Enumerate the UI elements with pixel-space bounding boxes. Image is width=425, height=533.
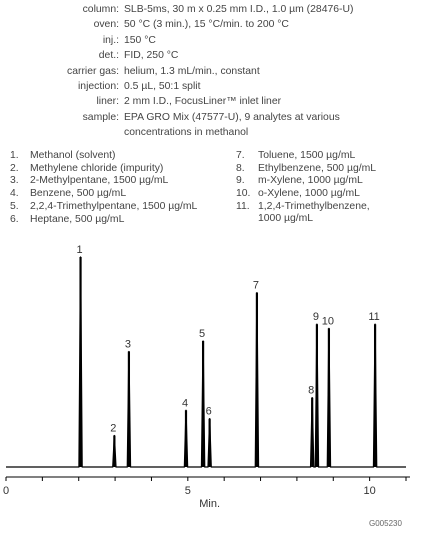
analyte-name: 1,2,4-Trimethylbenzene, 1000 µg/mL [258, 201, 370, 225]
condition-value: 2 mm I.D., FocusLiner™ inlet liner [124, 96, 282, 108]
condition-value: FID, 250 °C [124, 50, 179, 62]
analyte-name-line: Methylene chloride (impurity) [30, 162, 164, 174]
analyte-item: 5. 2,2,4-Trimethylpentane, 1500 µg/mL [10, 201, 197, 213]
condition-label: sample: [82, 111, 119, 123]
condition-label: liner: [96, 96, 119, 108]
analyte-name: 2,2,4-Trimethylpentane, 1500 µg/mL [30, 201, 197, 213]
condition-label: injection: [77, 81, 119, 92]
peak-label: 8 [308, 385, 314, 397]
analyte-item: 7. Toluene, 1500 µg/mL [236, 150, 355, 162]
analyte-name-line: 2,2,4-Trimethylpentane, 1500 µg/mL [30, 200, 198, 212]
analyte-name: Methylene chloride (impurity) [30, 163, 163, 175]
analyte-name: Benzene, 500 µg/mL [30, 188, 126, 200]
peak-label: 3 [125, 339, 131, 351]
analyte-name-line: Ethylbenzene, 500 µg/mL [258, 162, 377, 174]
analyte-name-line: 2-Methylpentane, 1500 µg/mL [30, 175, 169, 187]
condition-row: sample: EPA GRO Mix (47577-U), 9 analytes… [0, 110, 425, 125]
analyte-item: 2. Methylene chloride (impurity) [10, 163, 163, 175]
analyte-name-line: 1,2,4-Trimethylbenzene, [258, 200, 370, 212]
figure-code: G005230 [369, 519, 402, 528]
x-tick-label: 0 [3, 485, 9, 497]
analyte-name: Ethylbenzene, 500 µg/mL [258, 163, 376, 175]
analyte-number: 4. [10, 188, 19, 200]
condition-row: injection: 0.5 µL, 50:1 split [0, 79, 425, 94]
analyte-name: Heptane, 500 µg/mL [30, 214, 124, 226]
analyte-number: 3. [10, 175, 19, 187]
analyte-name-line: o-Xylene, 1000 µg/mL [258, 188, 360, 200]
analyte-number: 11. [236, 200, 250, 212]
condition-row: det.: FID, 250 °C [0, 48, 425, 63]
analyte-item: 4. Benzene, 500 µg/mL [10, 188, 126, 200]
x-tick-label: 5 [185, 485, 191, 497]
condition-row: carrier gas: helium, 1.3 mL/min., constan… [0, 64, 425, 79]
analyte-name: m-Xylene, 1000 µg/mL [258, 175, 363, 187]
analyte-name-line: Methanol (solvent) [30, 150, 116, 161]
analyte-item: 10. o-Xylene, 1000 µg/mL [236, 188, 360, 200]
condition-value: EPA GRO Mix (47577-U), 9 analytes at var… [124, 111, 340, 123]
condition-row: column: SLB-5ms, 30 m x 0.25 mm I.D., 1.0… [0, 2, 425, 17]
analyte-name-line: 1000 µg/mL [258, 212, 314, 224]
analyte-item: 8. Ethylbenzene, 500 µg/mL [236, 163, 376, 175]
condition-label: det.: [98, 50, 119, 62]
x-tick-label: 10 [364, 485, 376, 497]
condition-value: 150 °C [124, 34, 156, 46]
analyte-item: 3. 2-Methylpentane, 1500 µg/mL [10, 175, 168, 187]
analyte-name-line: Toluene, 1500 µg/mL [258, 150, 356, 161]
analyte-number: 8. [236, 162, 245, 174]
analyte-name: Methanol (solvent) [30, 150, 115, 162]
peak-label: 2 [110, 423, 116, 435]
peak-label: 7 [253, 280, 259, 292]
chromatogram-trace [6, 256, 406, 468]
analyte-number: 7. [236, 150, 245, 161]
peak-label: 1 [76, 244, 82, 256]
analyte-name-line: m-Xylene, 1000 µg/mL [258, 175, 363, 187]
condition-label: column: [82, 4, 119, 15]
peak-label: 11 [368, 311, 379, 323]
analyte-number: 1. [10, 150, 19, 161]
condition-label: carrier gas: [67, 65, 119, 77]
analyte-number: 2. [10, 162, 19, 174]
analyte-name: Toluene, 1500 µg/mL [258, 150, 355, 162]
analyte-number: 9. [236, 175, 245, 187]
condition-label: inj.: [102, 34, 119, 46]
condition-label: oven: [93, 19, 119, 31]
x-axis-label: Min. [199, 498, 220, 510]
condition-value: concentrations in methanol [124, 127, 249, 139]
analyte-name: 2-Methylpentane, 1500 µg/mL [30, 175, 168, 187]
analyte-name: o-Xylene, 1000 µg/mL [258, 188, 360, 200]
condition-row-continued: concentrations in methanol [0, 125, 425, 140]
peak-label: 5 [199, 328, 205, 340]
condition-value: 50 °C (3 min.), 15 °C/min. to 200 °C [124, 19, 289, 31]
analyte-item: 6. Heptane, 500 µg/mL [10, 214, 124, 226]
peak-label: 9 [313, 311, 319, 323]
condition-value: SLB-5ms, 30 m x 0.25 mm I.D., 1.0 µm (28… [124, 4, 354, 15]
condition-row: liner: 2 mm I.D., FocusLiner™ inlet liner [0, 94, 425, 109]
condition-row: inj.: 150 °C [0, 33, 425, 48]
peak-label: 6 [206, 406, 212, 418]
condition-value: helium, 1.3 mL/min., constant [124, 65, 260, 77]
condition-row: oven: 50 °C (3 min.), 15 °C/min. to 200 °… [0, 17, 425, 32]
condition-value: 0.5 µL, 50:1 split [124, 81, 201, 92]
analyte-item: 1. Methanol (solvent) [10, 150, 115, 162]
analyte-number: 10. [236, 188, 251, 200]
analyte-number: 5. [10, 200, 19, 212]
peak-label: 10 [322, 315, 334, 327]
analyte-name-line: Benzene, 500 µg/mL [30, 188, 127, 200]
analyte-name-line: Heptane, 500 µg/mL [30, 213, 125, 225]
peak-label: 4 [182, 397, 188, 409]
analyte-number: 6. [10, 213, 19, 225]
analyte-item: 9. m-Xylene, 1000 µg/mL [236, 175, 363, 187]
analyte-item: 11. 1,2,4-Trimethylbenzene, 1000 µg/mL [236, 201, 370, 225]
